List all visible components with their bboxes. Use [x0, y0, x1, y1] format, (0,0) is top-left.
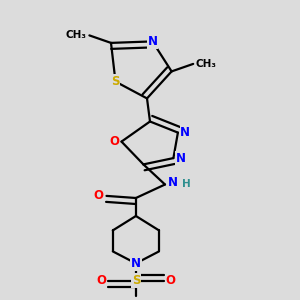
Text: N: N: [167, 176, 178, 190]
Text: CH₃: CH₃: [66, 30, 87, 40]
Text: N: N: [131, 257, 141, 270]
Text: N: N: [147, 35, 158, 48]
Text: O: O: [165, 274, 175, 287]
Text: S: S: [111, 75, 120, 88]
Text: O: O: [109, 135, 119, 148]
Text: S: S: [132, 274, 140, 287]
Text: O: O: [97, 274, 106, 287]
Text: H: H: [182, 179, 191, 189]
Text: O: O: [94, 189, 103, 203]
Text: CH₃: CH₃: [196, 59, 217, 69]
Text: N: N: [176, 152, 186, 165]
Text: N: N: [180, 126, 190, 139]
